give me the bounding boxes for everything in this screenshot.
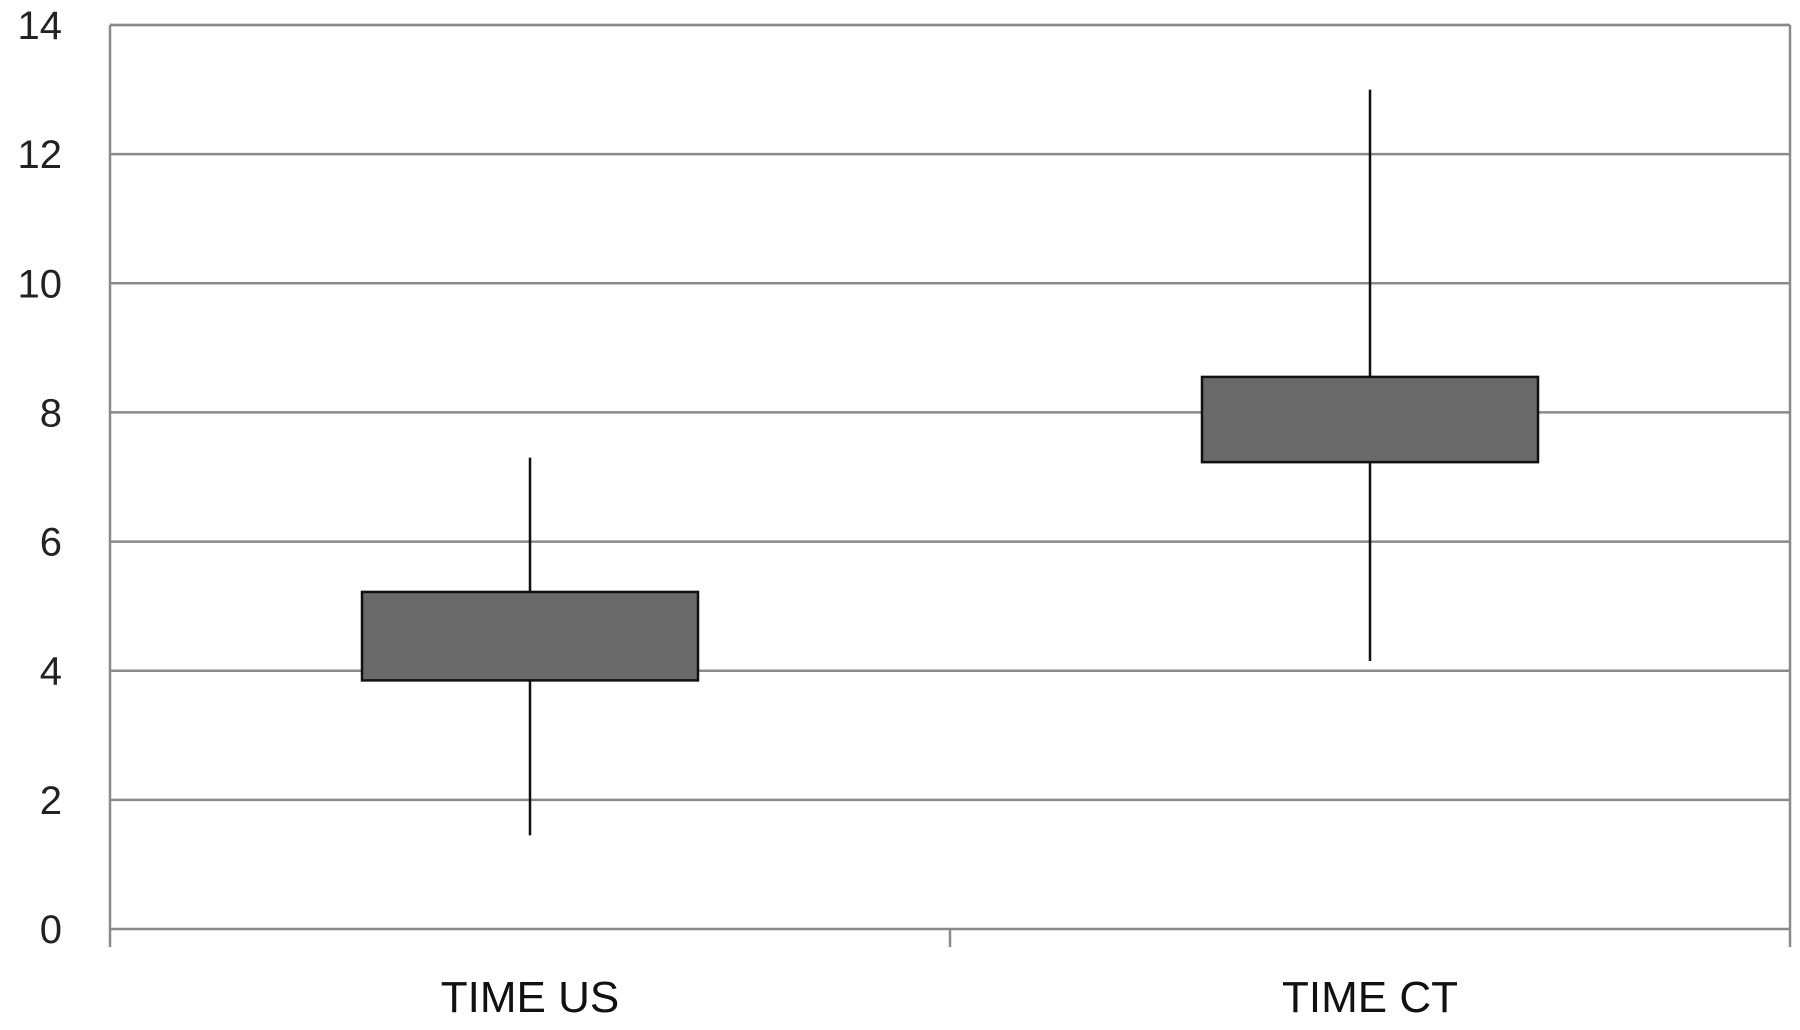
x-category-label-time-us: TIME US bbox=[441, 973, 619, 1022]
box-time-ct bbox=[1200, 375, 1540, 464]
y-tick-label-8: 8 bbox=[40, 391, 62, 435]
y-axis-tick-labels: 0 2 4 6 8 10 12 14 bbox=[18, 4, 63, 952]
y-tick-label-2: 2 bbox=[40, 779, 62, 823]
y-tick-label-6: 6 bbox=[40, 521, 62, 565]
boxes bbox=[360, 375, 1540, 682]
y-tick-label-12: 12 bbox=[18, 133, 63, 177]
y-tick-label-14: 14 bbox=[18, 4, 63, 48]
axes bbox=[108, 23, 1792, 947]
y-tick-label-4: 4 bbox=[40, 650, 62, 694]
y-tick-label-10: 10 bbox=[18, 262, 63, 306]
x-axis-category-labels: TIME US TIME CT bbox=[441, 973, 1458, 1022]
box-time-us bbox=[360, 590, 700, 682]
x-category-label-time-ct: TIME CT bbox=[1282, 973, 1458, 1022]
y-tick-label-0: 0 bbox=[40, 908, 62, 952]
